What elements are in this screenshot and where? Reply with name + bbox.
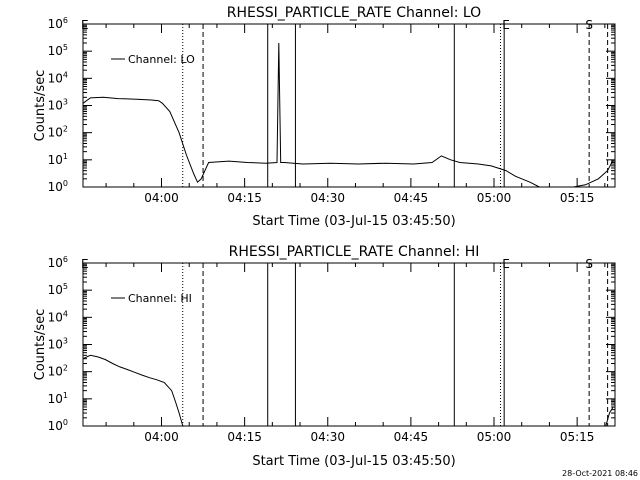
plot-frame <box>82 23 616 188</box>
x-tick-label: 04:00 <box>144 430 179 444</box>
y-tick-label: 106 <box>48 255 68 270</box>
marker-label: E <box>502 257 510 271</box>
panel-lo: RHESSI_PARTICLE_RATE Channel: LO Start Ti… <box>33 5 616 229</box>
y-tick-label: 100 <box>48 418 68 433</box>
legend-label: Channel: LO <box>128 53 195 66</box>
y-tick-label: 101 <box>48 152 68 167</box>
footer-date: 28-Oct-2021 08:46 <box>562 469 638 478</box>
marker-label: E <box>502 18 510 32</box>
y-tick-label: 105 <box>48 43 68 58</box>
plot-frame <box>82 262 616 427</box>
y-tick-label: 102 <box>48 364 68 379</box>
series-line-tail <box>605 406 614 426</box>
series-line <box>83 354 184 426</box>
y-tick-label: 101 <box>48 391 68 406</box>
y-tick-label: 103 <box>48 98 68 113</box>
y-tick-label: 100 <box>48 179 68 194</box>
x-tick-label: 04:30 <box>310 430 345 444</box>
y-tick-label: 105 <box>48 282 68 297</box>
chart-title: RHESSI_PARTICLE_RATE Channel: LO <box>227 5 481 21</box>
y-tick-label: 103 <box>48 337 68 352</box>
y-tick-label: 104 <box>48 70 68 85</box>
panel-hi: RHESSI_PARTICLE_RATE Channel: HI Start Ti… <box>33 244 616 469</box>
marker-label: S <box>585 18 593 32</box>
series-line <box>83 42 614 187</box>
y-tick-label: 106 <box>48 16 68 31</box>
x-tick-label: 04:45 <box>394 191 429 205</box>
x-tick-label: 05:00 <box>477 191 512 205</box>
x-tick-label: 05:00 <box>477 430 512 444</box>
x-tick-label: 04:45 <box>394 430 429 444</box>
marker-label: S <box>585 257 593 271</box>
x-tick-label: 05:15 <box>560 191 595 205</box>
x-tick-label: 05:15 <box>560 430 595 444</box>
x-axis-label: Start Time (03-Jul-15 03:45:50) <box>252 454 455 469</box>
legend-label: Channel: HI <box>128 292 192 305</box>
y-axis-label: Counts/sec <box>33 309 48 381</box>
marker-label: E <box>81 257 89 271</box>
marker-label: E <box>81 18 89 32</box>
x-axis-label: Start Time (03-Jul-15 03:45:50) <box>252 214 455 229</box>
x-tick-label: 04:30 <box>310 191 345 205</box>
x-tick-label: 04:15 <box>227 430 262 444</box>
y-axis-label: Counts/sec <box>33 70 48 142</box>
x-tick-label: 04:15 <box>227 191 262 205</box>
y-tick-label: 104 <box>48 309 68 324</box>
y-tick-label: 102 <box>48 125 68 140</box>
x-tick-label: 04:00 <box>144 191 179 205</box>
chart-title: RHESSI_PARTICLE_RATE Channel: HI <box>229 244 480 260</box>
